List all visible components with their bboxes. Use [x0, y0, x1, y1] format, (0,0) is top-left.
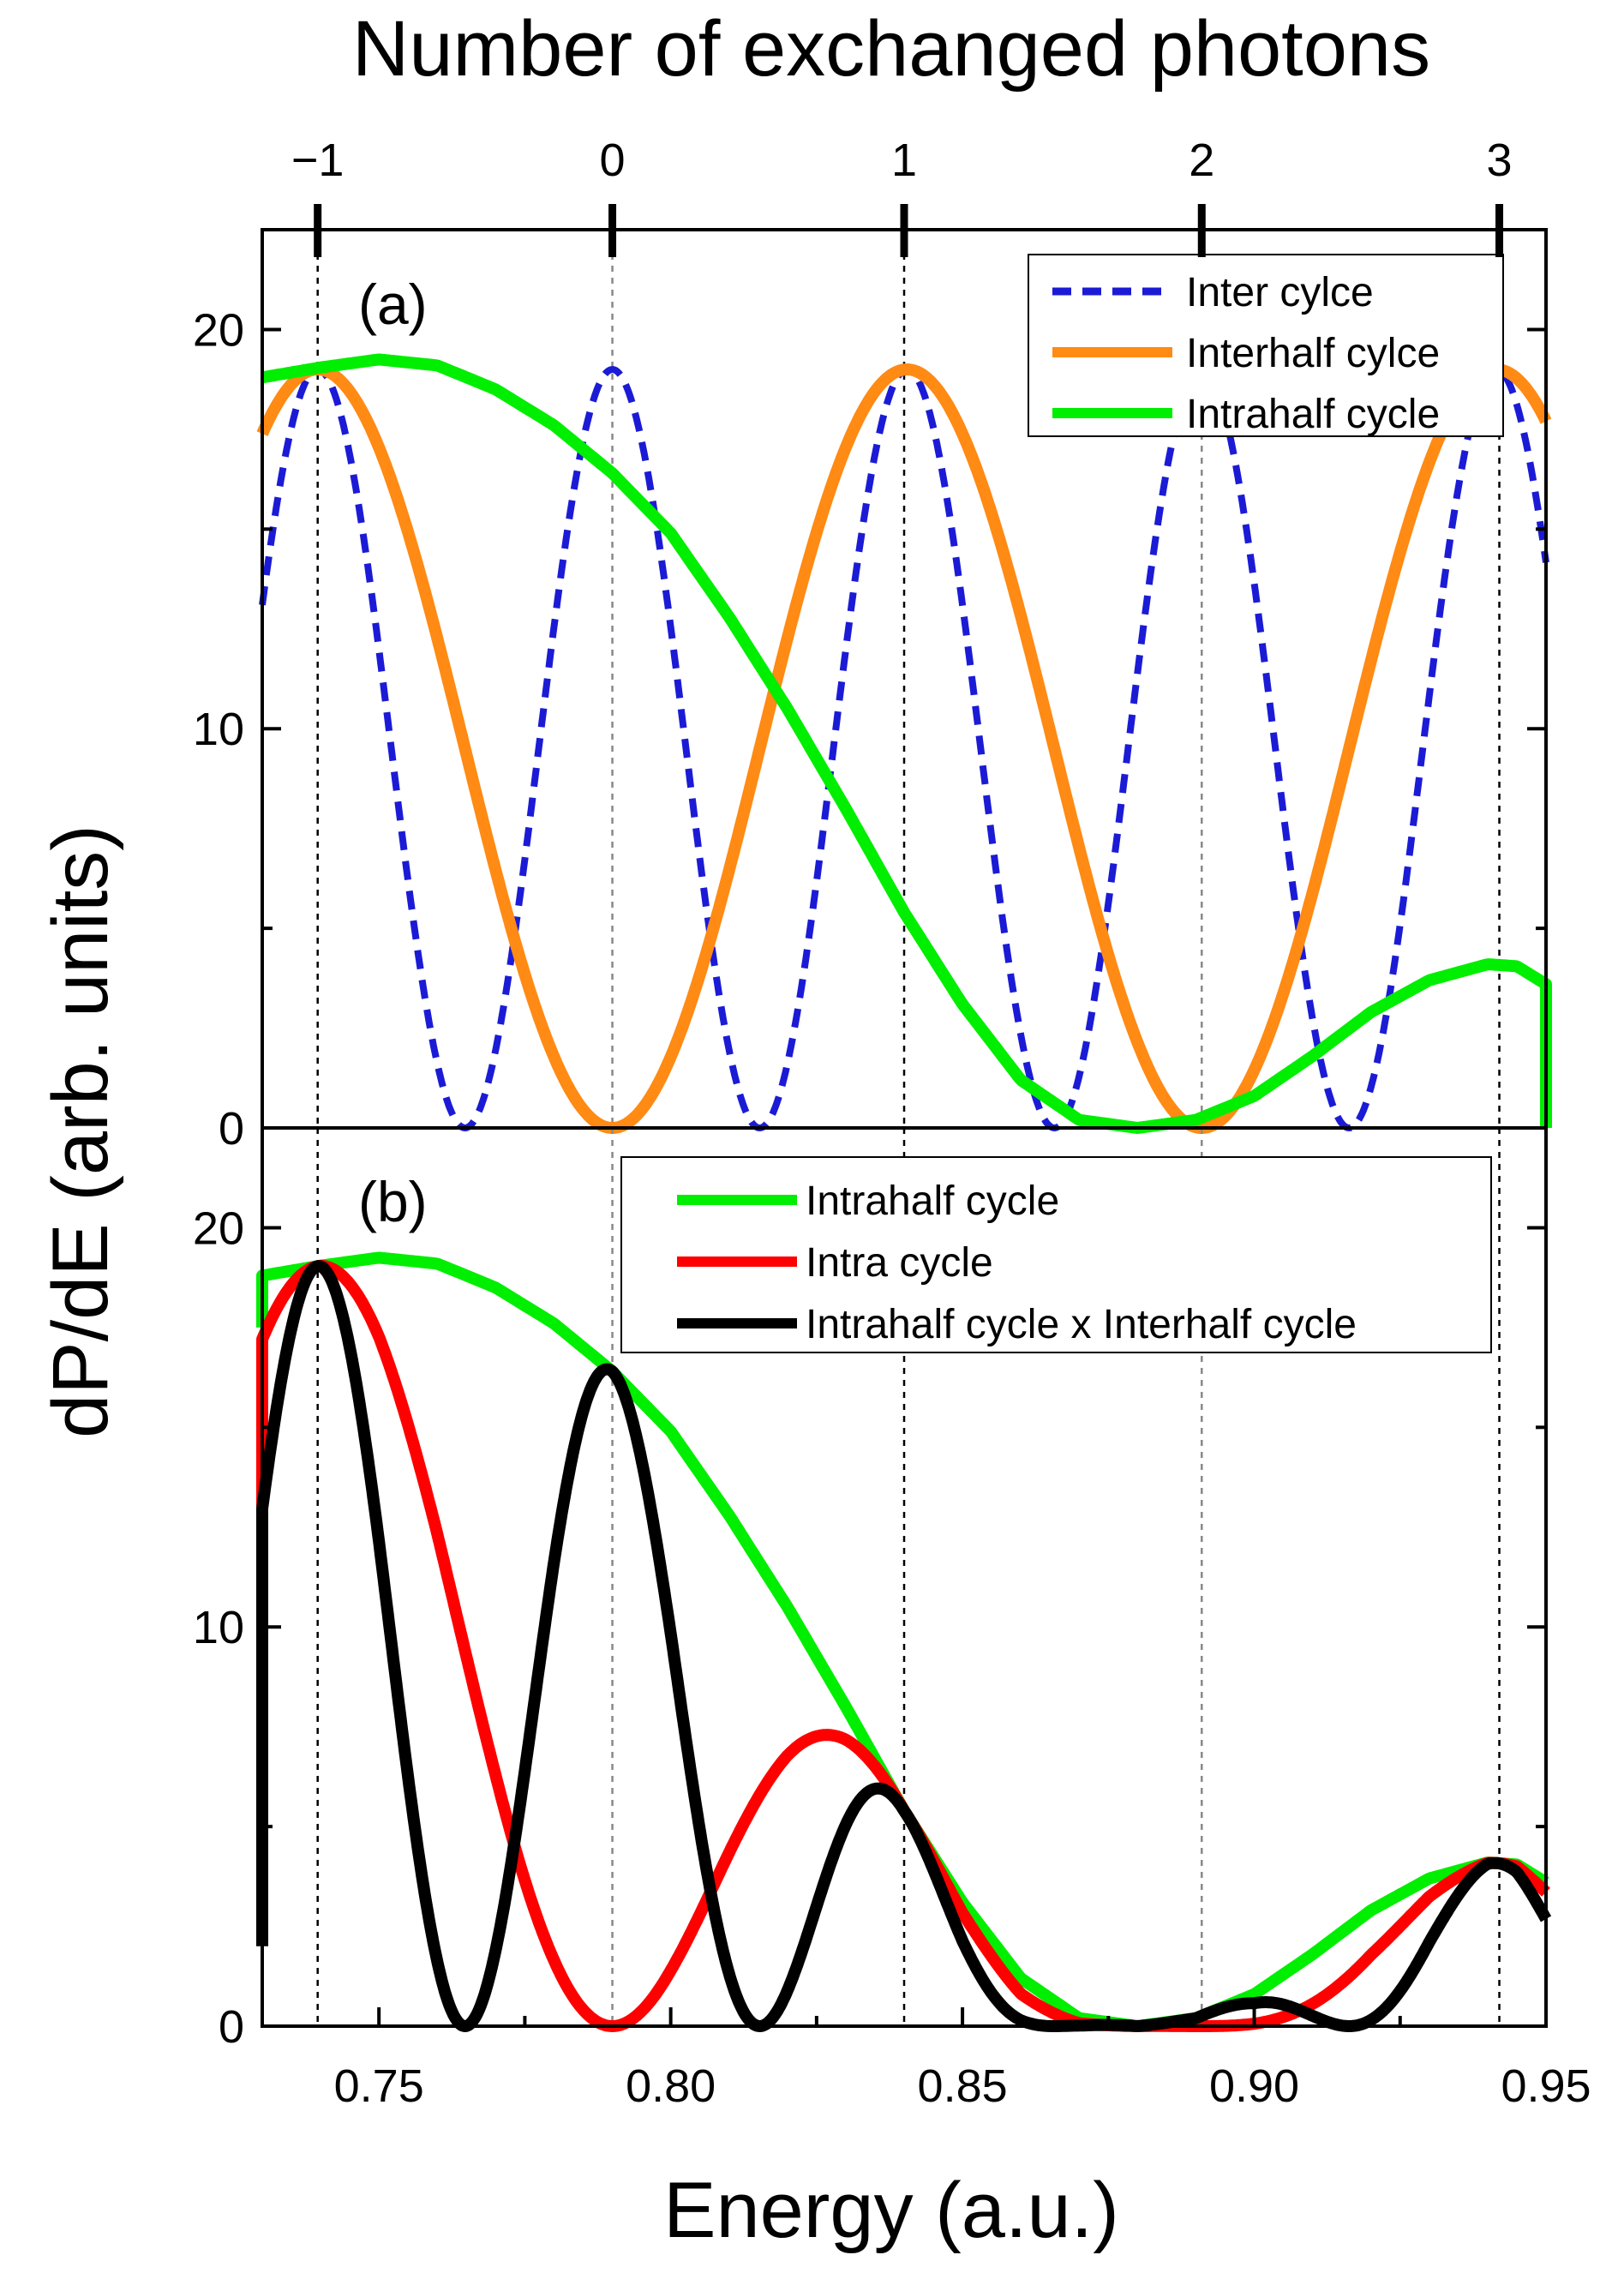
- series-intrahalf-cycle-a: [258, 353, 1552, 1134]
- x-tick-label: 0.75: [334, 2060, 424, 2112]
- y-tick-label: 10: [193, 1602, 244, 1653]
- legend-b-text-intra: Intra cycle: [806, 1240, 993, 1286]
- top-tick-label: 0: [600, 135, 626, 186]
- y-tick-label: 20: [193, 1202, 244, 1254]
- legend-b-text-product: Intrahalf cycle x Interhalf cycle: [806, 1302, 1357, 1347]
- top-tick-label: 1: [891, 135, 917, 186]
- panel-b-label: (b): [358, 1170, 428, 1233]
- y-tick-label: 20: [193, 304, 244, 356]
- panel-a-label: (a): [358, 273, 428, 336]
- top-tick-label: 3: [1487, 135, 1513, 186]
- legend-a-text-inter: Inter cylce: [1186, 270, 1374, 315]
- y-axis-title: dP/dE (arb. units): [37, 825, 124, 1438]
- top-axis-title: Number of exchanged photons: [352, 5, 1430, 93]
- panel-a: 0 10 20 (a) Inter cylce Interhalf cylce In…: [193, 228, 1552, 1154]
- x-tick-label: 0.85: [918, 2060, 1008, 2112]
- panel-b-frame: [261, 1126, 1548, 2028]
- legend-a-text-intrahalf: Intrahalf cycle: [1186, 392, 1440, 437]
- legend-b-text-intrahalf: Intrahalf cycle: [806, 1178, 1059, 1224]
- legend-a-text-interhalf: Interhalf cylce: [1186, 331, 1440, 376]
- y-tick-label: 0: [219, 2001, 244, 2053]
- legend-a: Inter cylce Interhalf cylce Intrahalf cy…: [1028, 254, 1504, 437]
- x-tick-label: 0.95: [1501, 2060, 1591, 2112]
- y-tick-label: 0: [219, 1103, 244, 1154]
- series-product-b: [256, 1260, 1552, 2032]
- x-axis-title: Energy (a.u.): [663, 2167, 1119, 2254]
- panel-b: 0 10 20 (b) Intrahalf cycle Intra cycle In…: [193, 1126, 1552, 2053]
- top-tick-label: 2: [1189, 135, 1214, 186]
- x-tick-label: 0.90: [1209, 2060, 1299, 2112]
- series-interhalf-cycle-a: [256, 363, 1552, 1134]
- top-tick-label: −1: [291, 135, 345, 186]
- legend-b: Intrahalf cycle Intra cycle Intrahalf cy…: [620, 1156, 1492, 1353]
- y-tick-label: 10: [193, 704, 244, 755]
- legend-a-box: [1028, 254, 1504, 437]
- x-tick-label: 0.80: [626, 2060, 716, 2112]
